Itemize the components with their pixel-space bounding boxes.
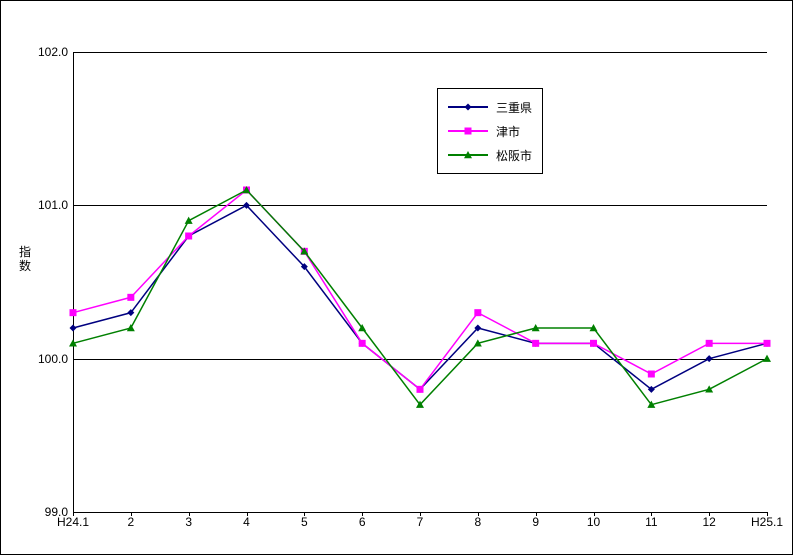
x-tick-label: H25.1 bbox=[751, 515, 783, 529]
series-marker bbox=[648, 371, 655, 378]
diamond-icon bbox=[462, 101, 474, 113]
series-marker bbox=[70, 325, 77, 332]
legend-item: 松阪市 bbox=[448, 143, 532, 167]
legend-item: 三重県 bbox=[448, 95, 532, 119]
series-marker bbox=[127, 294, 134, 301]
legend-swatch bbox=[448, 130, 488, 132]
x-tick-label: 5 bbox=[301, 515, 308, 529]
x-tick-label: 6 bbox=[359, 515, 366, 529]
x-tick-mark bbox=[536, 512, 537, 516]
legend-label: 津市 bbox=[496, 123, 520, 140]
series-line bbox=[73, 190, 767, 405]
series-marker bbox=[359, 340, 366, 347]
x-tick-mark bbox=[767, 512, 768, 516]
x-tick-label: H24.1 bbox=[57, 515, 89, 529]
x-tick-mark bbox=[651, 512, 652, 516]
series-line bbox=[73, 190, 767, 389]
y-tick-label: 101.0 bbox=[38, 198, 68, 212]
x-tick-mark bbox=[478, 512, 479, 516]
chart-container: 99.0100.0101.0102.0 H24.123456789101112H… bbox=[0, 0, 793, 555]
series-marker bbox=[127, 324, 135, 331]
square-icon bbox=[462, 125, 474, 137]
series-marker bbox=[417, 386, 424, 393]
x-tick-mark bbox=[594, 512, 595, 516]
x-tick-label: 7 bbox=[417, 515, 424, 529]
y-axis-title: 指数 bbox=[19, 245, 33, 274]
x-tick-mark bbox=[709, 512, 710, 516]
x-tick-label: 10 bbox=[587, 515, 600, 529]
triangle-icon bbox=[462, 149, 474, 161]
legend-swatch bbox=[448, 154, 488, 156]
x-tick-mark bbox=[247, 512, 248, 516]
x-tick-label: 4 bbox=[243, 515, 250, 529]
x-tick-label: 8 bbox=[474, 515, 481, 529]
series-marker bbox=[706, 355, 713, 362]
series-marker bbox=[185, 233, 192, 240]
x-tick-mark bbox=[362, 512, 363, 516]
x-tick-label: 12 bbox=[702, 515, 715, 529]
x-tick-mark bbox=[420, 512, 421, 516]
x-tick-label: 9 bbox=[532, 515, 539, 529]
x-tick-label: 2 bbox=[127, 515, 134, 529]
series-marker bbox=[185, 217, 193, 224]
series-line bbox=[73, 205, 767, 389]
x-tick-mark bbox=[73, 512, 74, 516]
series-marker bbox=[764, 340, 771, 347]
y-axis-title-text: 指数 bbox=[19, 245, 31, 273]
series-marker bbox=[706, 340, 713, 347]
series-marker bbox=[532, 340, 539, 347]
legend: 三重県津市松阪市 bbox=[437, 88, 543, 174]
x-tick-mark bbox=[131, 512, 132, 516]
series-marker bbox=[705, 385, 713, 392]
series-marker bbox=[70, 309, 77, 316]
legend-swatch bbox=[448, 106, 488, 108]
series-marker bbox=[763, 355, 771, 362]
series-marker bbox=[474, 309, 481, 316]
legend-label: 三重県 bbox=[496, 99, 532, 116]
x-tick-label: 11 bbox=[645, 515, 657, 529]
x-tick-mark bbox=[189, 512, 190, 516]
y-tick-label: 102.0 bbox=[38, 45, 68, 59]
chart-series bbox=[73, 52, 767, 512]
series-marker bbox=[590, 340, 597, 347]
x-tick-mark bbox=[304, 512, 305, 516]
legend-item: 津市 bbox=[448, 119, 532, 143]
y-tick-label: 100.0 bbox=[38, 352, 68, 366]
x-tick-label: 3 bbox=[185, 515, 192, 529]
legend-label: 松阪市 bbox=[496, 147, 532, 164]
